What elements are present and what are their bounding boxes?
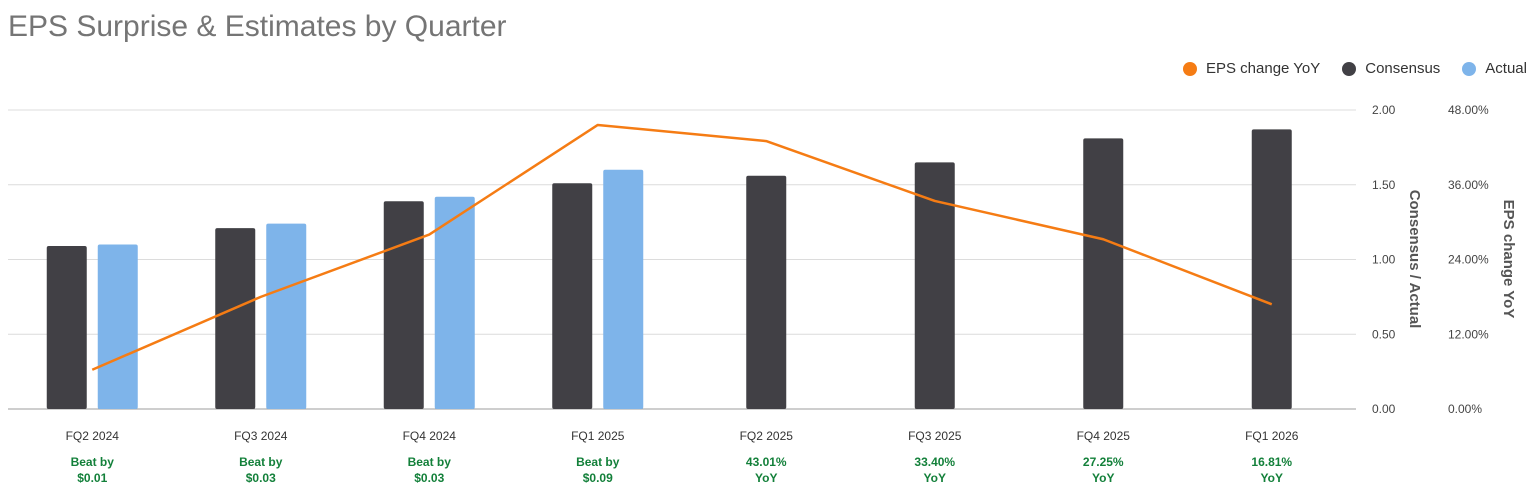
legend-dot-eps-change [1182,61,1197,76]
consensus-bar[interactable] [215,228,256,409]
annotation-line1: 43.01% [746,455,787,469]
y-right-tick-label: 48.00% [1448,103,1489,117]
x-tick-label: FQ2 2024 [66,429,120,443]
annotation-line2: $0.03 [414,471,444,485]
x-tick-label: FQ4 2024 [403,429,457,443]
x-tick-label: FQ3 2024 [234,429,288,443]
legend-label-consensus: Consensus [1365,60,1441,77]
annotation-line2: $0.03 [246,471,276,485]
actual-bar[interactable] [97,244,138,409]
annotation-line2: YoY [924,471,946,485]
annotation-line1: Beat by [408,455,452,469]
annotation-line1: Beat by [239,455,283,469]
y-left-axis-title: Consensus / Actual [1406,190,1423,329]
annotation-line2: YoY [1092,471,1114,485]
actual-bar[interactable] [603,169,644,409]
x-tick-label: FQ3 2025 [908,429,962,443]
eps-change-point[interactable] [257,293,265,301]
annotation-line1: Beat by [71,455,115,469]
x-tick-label: FQ1 2025 [571,429,625,443]
x-tick-label: FQ1 2026 [1245,429,1299,443]
x-tick-label: FQ2 2025 [740,429,794,443]
y-left-tick-label: 1.00 [1372,253,1396,267]
y-right-axis-title: EPS change YoY [1500,200,1517,319]
y-left-tick-label: 2.00 [1372,103,1396,117]
legend-label-actual: Actual [1485,60,1527,77]
consensus-bar[interactable] [1251,129,1292,409]
eps-change-point[interactable] [1099,235,1107,243]
annotation-line1: 16.81% [1251,455,1292,469]
legend-dot-consensus [1342,61,1357,76]
eps-change-point[interactable] [931,197,939,205]
annotation-line1: 33.40% [914,455,955,469]
eps-change-line[interactable] [91,123,1273,371]
actual-bar[interactable] [434,196,475,409]
eps-change-point[interactable] [425,231,433,239]
eps-change-point[interactable] [594,121,602,129]
annotation-line1: Beat by [576,455,620,469]
eps-change-point[interactable] [762,137,770,145]
actual-bar[interactable] [266,223,307,409]
x-tick-label: FQ4 2025 [1077,429,1131,443]
legend-item-eps-change[interactable]: EPS change YoY [1182,60,1321,77]
y-right-tick-label: 36.00% [1448,178,1489,192]
eps-change-point[interactable] [1268,300,1276,308]
legend-label-eps-change: EPS change YoY [1205,60,1321,77]
annotation-line2: $0.09 [583,471,613,485]
y-left-tick-label: 0.00 [1372,402,1396,416]
eps-change-point[interactable] [88,366,96,374]
y-left-tick-label: 0.50 [1372,327,1396,341]
annotation-line2: $0.01 [77,471,107,485]
chart-title: EPS Surprise & Estimates by Quarter [8,10,507,43]
annotation-line2: YoY [1261,471,1283,485]
legend-dot-actual [1462,61,1477,76]
consensus-bar[interactable] [46,246,87,409]
annotation-line1: 27.25% [1083,455,1124,469]
annotation-line2: YoY [755,471,777,485]
consensus-bar[interactable] [1083,138,1124,409]
chart-legend: EPS change YoY Consensus Actual [1182,60,1527,77]
legend-item-consensus[interactable]: Consensus [1342,60,1440,77]
legend-item-actual[interactable]: Actual [1462,60,1527,77]
y-left-tick-label: 1.50 [1372,178,1396,192]
y-right-tick-label: 24.00% [1448,253,1489,267]
consensus-bar[interactable] [746,175,787,409]
y-right-tick-label: 12.00% [1448,327,1489,341]
y-right-tick-label: 0.00% [1448,402,1482,416]
consensus-bar[interactable] [914,162,955,409]
consensus-bar[interactable] [383,201,424,409]
consensus-bar[interactable] [552,183,593,409]
